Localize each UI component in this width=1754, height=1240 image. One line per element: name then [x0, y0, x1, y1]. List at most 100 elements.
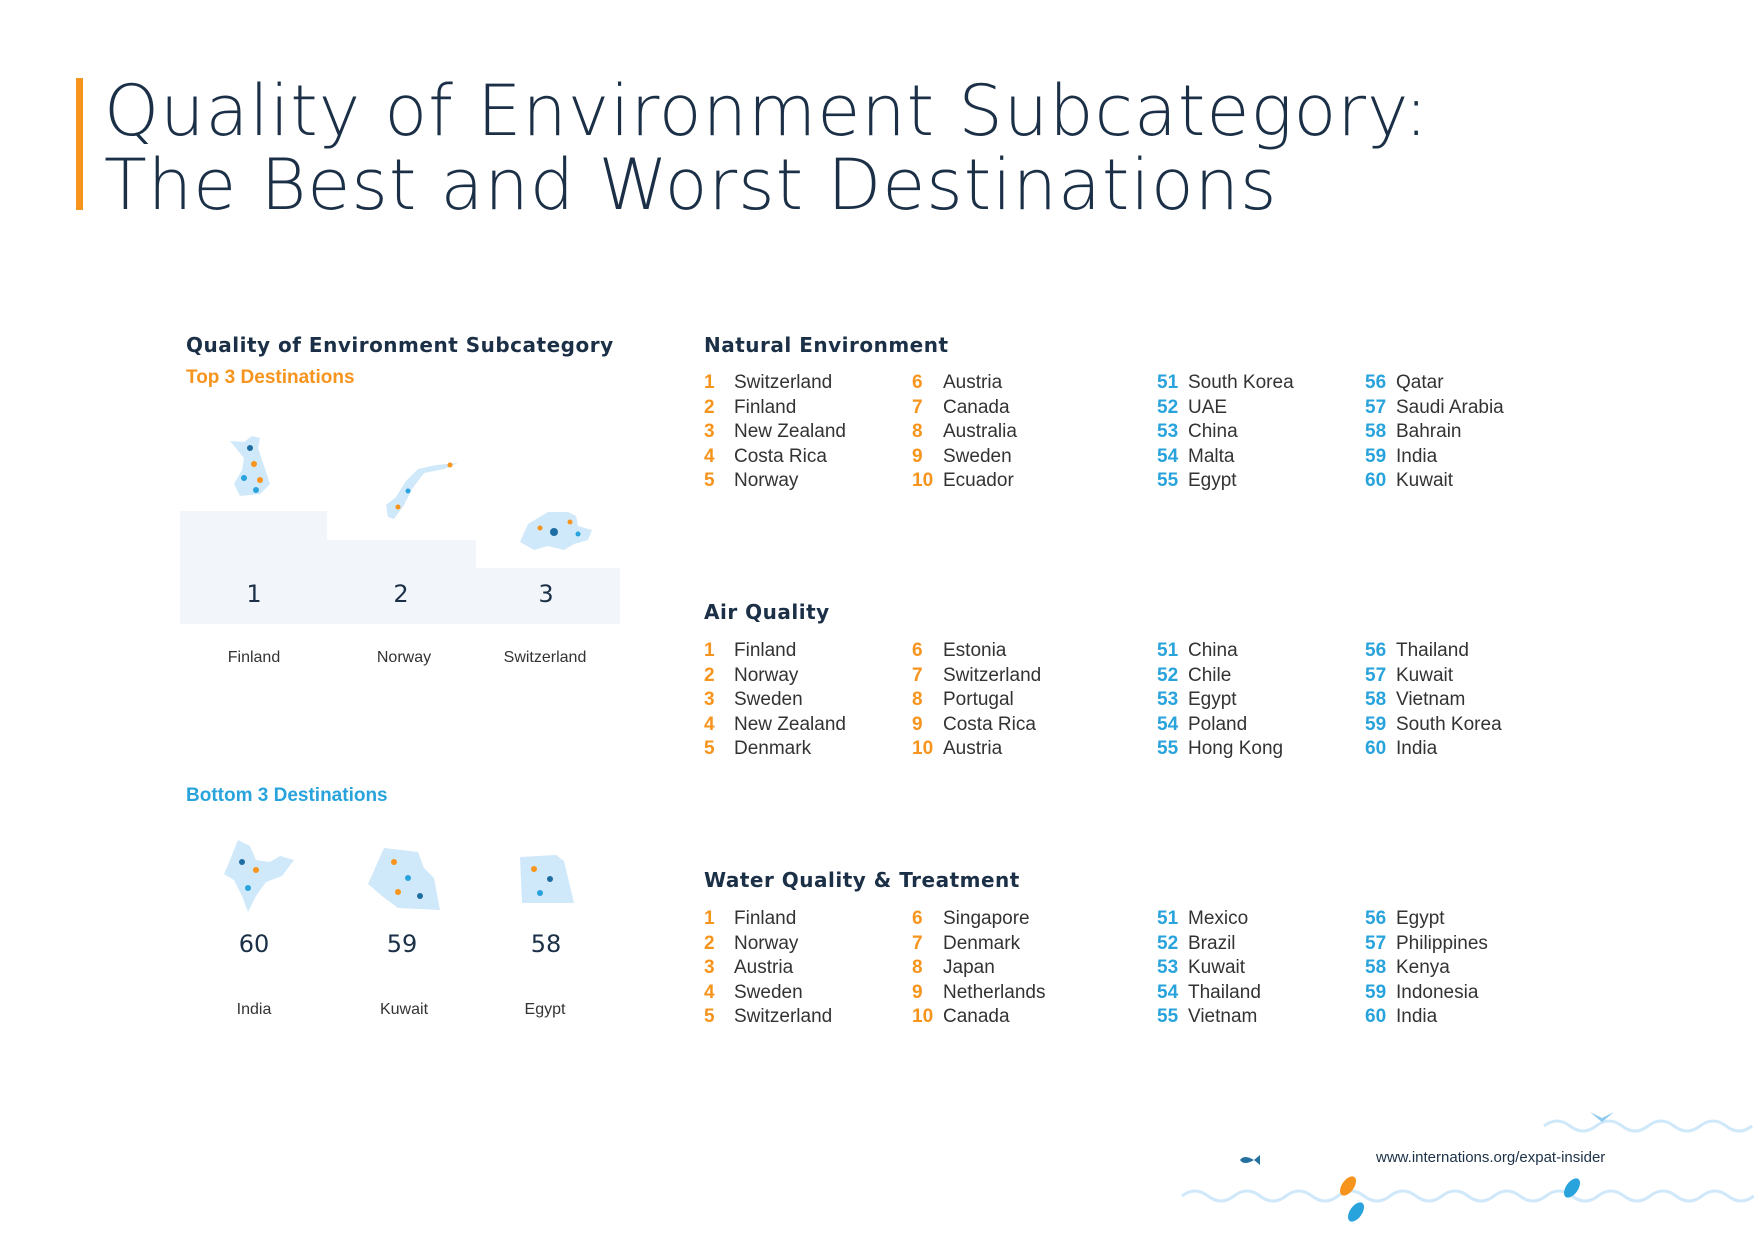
- bird-icon: [1590, 1112, 1614, 1122]
- rank-number: 1: [704, 908, 715, 929]
- rank-number: 53: [1157, 421, 1179, 443]
- country-name: Hong Kong: [1188, 738, 1284, 760]
- country-name: Finland: [734, 908, 797, 929]
- country-name: Thailand: [1188, 981, 1261, 1003]
- bottom-name-india: India: [236, 1001, 272, 1018]
- country-name: Australia: [943, 421, 1017, 443]
- rank-number: 55: [1157, 470, 1179, 492]
- rank-number: 9: [912, 445, 923, 467]
- rank-number: 52: [1157, 396, 1179, 418]
- leaf-icon: [1348, 1202, 1364, 1222]
- rank-number: 55: [1157, 1006, 1179, 1028]
- rank-number: 57: [1365, 396, 1387, 418]
- country-name: Portugal: [943, 689, 1014, 711]
- country-name: Japan: [943, 957, 995, 979]
- rank-number: 8: [912, 421, 923, 443]
- podium-step-1: [180, 511, 327, 624]
- rank-number: 4: [704, 445, 715, 467]
- country-name: Egypt: [1188, 689, 1237, 711]
- country-name: Canada: [943, 396, 1010, 418]
- rank-number: 6: [912, 640, 923, 661]
- country-name: Thailand: [1396, 640, 1469, 661]
- fish-icon: [1240, 1155, 1260, 1165]
- country-name: India: [1396, 445, 1438, 467]
- wave-decoration: [1181, 1112, 1754, 1222]
- rank-number: 52: [1157, 664, 1179, 686]
- rank-number: 9: [912, 713, 923, 735]
- country-name: Sweden: [943, 445, 1012, 467]
- rank-number: 53: [1157, 957, 1179, 979]
- rank-number: 56: [1365, 908, 1387, 929]
- rank-number: 2: [704, 396, 715, 418]
- country-name: UAE: [1188, 396, 1228, 418]
- country-name: Egypt: [1396, 908, 1445, 929]
- country-name: Denmark: [943, 932, 1021, 954]
- rank-number: 4: [704, 713, 715, 735]
- country-name: Sweden: [734, 981, 803, 1003]
- section-title: Water Quality & Treatment: [704, 868, 1020, 892]
- country-name: Philippines: [1396, 932, 1488, 954]
- rank-number: 6: [912, 908, 923, 929]
- country-name: Norway: [734, 932, 799, 954]
- rank-number: 10: [912, 1006, 934, 1028]
- leaf-icon: [1340, 1176, 1356, 1196]
- rank-number: 58: [1365, 421, 1387, 443]
- country-name: Austria: [943, 738, 1003, 760]
- country-name: Finland: [734, 396, 797, 418]
- rank-number: 60: [1365, 1006, 1387, 1028]
- podium-name-3: Switzerland: [503, 649, 587, 666]
- country-name: Norway: [734, 664, 799, 686]
- rank-number: 3: [704, 689, 715, 711]
- country-name: Switzerland: [734, 372, 833, 393]
- page-title-line1: Quality of Environment Subcategory:: [104, 70, 1429, 152]
- rank-number: 51: [1157, 372, 1179, 393]
- top3-label: Top 3 Destinations: [186, 367, 355, 388]
- podium-name-2: Norway: [376, 649, 432, 666]
- country-name: Bahrain: [1396, 421, 1462, 443]
- rank-number: 54: [1157, 445, 1179, 467]
- country-name: Egypt: [1188, 470, 1237, 492]
- rank-number: 8: [912, 689, 923, 711]
- country-name: Switzerland: [943, 664, 1042, 686]
- rank-number: 58: [1365, 957, 1387, 979]
- footer-url[interactable]: www.internations.org/expat-insider: [1376, 1149, 1606, 1166]
- bottom-name-egypt: Egypt: [524, 1001, 566, 1018]
- rank-number: 10: [912, 738, 934, 760]
- section-title: Air Quality: [704, 600, 830, 624]
- country-name: Netherlands: [943, 981, 1046, 1003]
- rank-number: 59: [1365, 713, 1387, 735]
- country-name: Denmark: [734, 738, 812, 760]
- country-name: China: [1188, 640, 1238, 661]
- country-name: South Korea: [1188, 372, 1294, 393]
- country-name: Vietnam: [1188, 1006, 1258, 1028]
- country-name: Sweden: [734, 689, 803, 711]
- country-name: India: [1396, 1006, 1438, 1028]
- title-accent-bar: [76, 78, 83, 210]
- rank-number: 8: [912, 957, 923, 979]
- rank-number: 4: [704, 981, 715, 1003]
- rank-number: 5: [704, 1006, 715, 1028]
- norway-map-icon: [386, 462, 458, 519]
- page-title-line2: The Best and Worst Destinations: [104, 144, 1278, 226]
- switzerland-map-icon: [520, 512, 592, 550]
- country-name: Chile: [1188, 664, 1232, 686]
- section-title: Natural Environment: [704, 333, 949, 357]
- podium-step-2: [327, 540, 476, 624]
- rank-number: 58: [1365, 689, 1387, 711]
- country-name: Ecuador: [943, 470, 1014, 492]
- rank-number: 1: [704, 640, 715, 661]
- india-map-icon: [224, 840, 294, 912]
- rank-number: 1: [704, 372, 715, 393]
- rank-number: 9: [912, 981, 923, 1003]
- country-name: Saudi Arabia: [1396, 396, 1504, 418]
- rank-number: 52: [1157, 932, 1179, 954]
- podium-name-1: Finland: [227, 649, 281, 666]
- finland-map-icon: [230, 436, 270, 496]
- country-name: Kenya: [1396, 957, 1450, 979]
- left-heading: Quality of Environment Subcategory: [186, 333, 614, 357]
- rank-number: 7: [912, 396, 923, 418]
- country-name: Malta: [1188, 445, 1235, 467]
- bottom-rank-59: 59: [386, 930, 418, 958]
- podium-step-3: [476, 568, 620, 624]
